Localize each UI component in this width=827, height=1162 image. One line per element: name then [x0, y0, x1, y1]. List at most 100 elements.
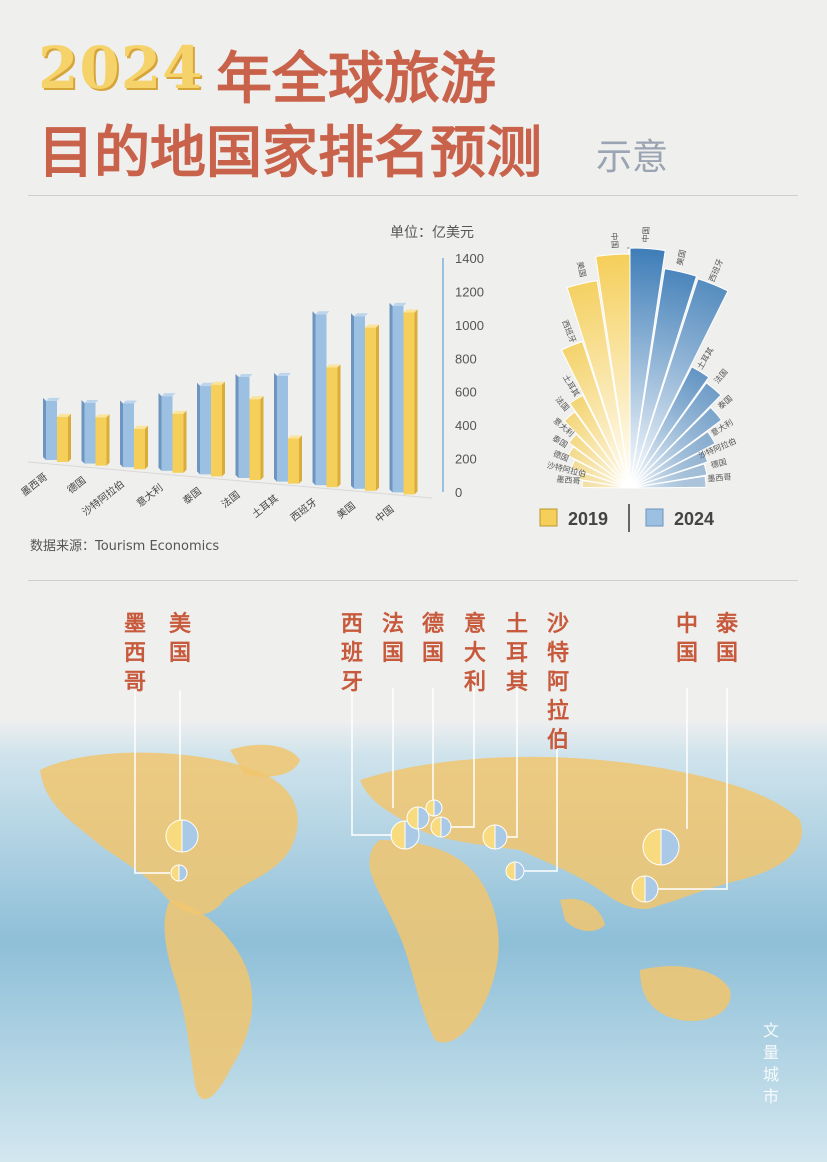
landmass	[164, 900, 253, 1100]
rose-label-2024: 中国	[640, 226, 651, 243]
pie-marker-2024	[181, 819, 199, 853]
bar-2019-top	[57, 413, 71, 417]
map-label-country: 墨西哥	[123, 611, 146, 695]
map-label-country: 土耳其	[505, 611, 528, 695]
landmass	[360, 756, 802, 910]
pie-marker-2019	[430, 816, 442, 838]
y-tick-label: 400	[455, 418, 477, 433]
source-label: 数据来源：Tourism Economics	[30, 539, 220, 554]
bar-2019-side	[337, 364, 341, 488]
rose-sector-2024	[629, 430, 716, 489]
pie-marker-2019	[505, 861, 516, 881]
y-tick-label: 1000	[455, 318, 484, 333]
legend-swatch-2019	[539, 508, 558, 527]
bar-2024-side	[389, 302, 393, 493]
bar-2019-top	[403, 309, 418, 313]
landmass	[230, 744, 300, 777]
x-baseline	[27, 461, 433, 499]
bar-2024-side	[312, 311, 316, 486]
bar-2019	[249, 399, 261, 480]
bar-2019-top	[249, 396, 264, 400]
title-line1: 年全球旅游	[216, 46, 496, 112]
rose-sector-2019	[569, 394, 631, 489]
bar-2019-top	[288, 435, 302, 439]
landmass	[640, 966, 731, 1021]
rose-sector-2024	[629, 268, 698, 489]
rose-label-2019: 中国	[609, 232, 620, 249]
bar-2019	[326, 367, 338, 488]
bar-2019	[134, 428, 145, 470]
title-line2: 目的地国家排名预测	[38, 120, 542, 186]
pie-marker-2019	[631, 875, 646, 903]
bar-2024	[84, 402, 96, 464]
bar-2024	[354, 316, 365, 489]
bar-2024	[200, 385, 211, 475]
rose-sector-2019	[570, 459, 631, 489]
map-label-country: 法国	[381, 611, 404, 666]
rose-sector-2024	[629, 475, 707, 489]
rose-sector-2024	[629, 463, 708, 489]
map-label-country: 德国	[421, 611, 444, 666]
bar-2024	[161, 396, 173, 471]
bar-2024	[277, 375, 288, 482]
leader-line	[658, 688, 728, 890]
rose-label-2024: 德国	[710, 456, 728, 470]
leader-line	[524, 735, 558, 872]
bar-2019-top	[365, 324, 379, 328]
bar-2019-top	[211, 381, 225, 385]
bar-2019	[211, 384, 222, 477]
y-tick-label: 0	[455, 485, 462, 500]
rose-sector-2024	[629, 382, 722, 489]
rose-sector-2019	[568, 433, 631, 489]
map-label-country: 西班牙	[340, 611, 363, 695]
bar-2024-side	[81, 399, 85, 464]
rose-sector-2024	[629, 366, 710, 489]
pie-marker-2019	[390, 820, 406, 850]
bar-2019	[95, 417, 107, 466]
y-tick-label: 800	[455, 351, 477, 366]
rose-sector-2019	[578, 471, 631, 489]
bar-2024-top	[200, 382, 214, 386]
pie-marker-2019	[642, 828, 662, 866]
bar-2019-side	[106, 414, 110, 466]
bar-2024-top	[392, 302, 407, 306]
divider-middle	[28, 580, 798, 581]
bar-2024	[46, 400, 57, 460]
map-label-country: 泰国	[715, 611, 738, 666]
bar-2024-side	[235, 373, 239, 478]
y-tick-label: 200	[455, 452, 477, 467]
bar-2024-top	[315, 311, 330, 315]
legend-label-2024: 2024	[674, 509, 714, 529]
bar-2019-side	[260, 396, 264, 480]
y-tick-label: 1400	[455, 251, 484, 266]
pie-marker-2019	[482, 824, 496, 850]
bar-2019-top	[95, 414, 110, 418]
bar-2019-side	[68, 413, 71, 462]
bar-2024-side	[274, 372, 277, 482]
bar-2024-top	[277, 372, 291, 376]
bar-2024-side	[351, 313, 354, 489]
pie-marker-2019	[165, 819, 183, 853]
bar-2024-side	[197, 382, 200, 475]
bar-2024-top	[238, 373, 253, 377]
rose-sector-2019	[567, 446, 631, 489]
bar-2024-top	[354, 313, 368, 317]
watermark-logo: 文量城市	[762, 1021, 779, 1106]
y-tick-label: 1200	[455, 284, 484, 299]
map-label-country: 沙特阿拉伯	[546, 611, 569, 753]
rose-sector-2024	[629, 450, 709, 489]
pie-marker-2024	[417, 806, 430, 830]
bar-2019-side	[183, 410, 187, 473]
unit-label: 单位：亿美元	[390, 225, 474, 241]
pie-marker-2024	[494, 824, 508, 850]
bar-2024-side	[158, 393, 162, 471]
pie-marker-2024	[433, 799, 443, 817]
leader-line	[351, 688, 392, 836]
bar-2024-side	[43, 397, 46, 460]
rose-label-2024: 墨西哥	[707, 473, 732, 484]
rose-sector-2019	[566, 280, 631, 489]
pie-marker-2024	[178, 864, 188, 882]
bar-2024	[392, 305, 404, 493]
rose-label-2019: 墨西哥	[556, 475, 581, 486]
